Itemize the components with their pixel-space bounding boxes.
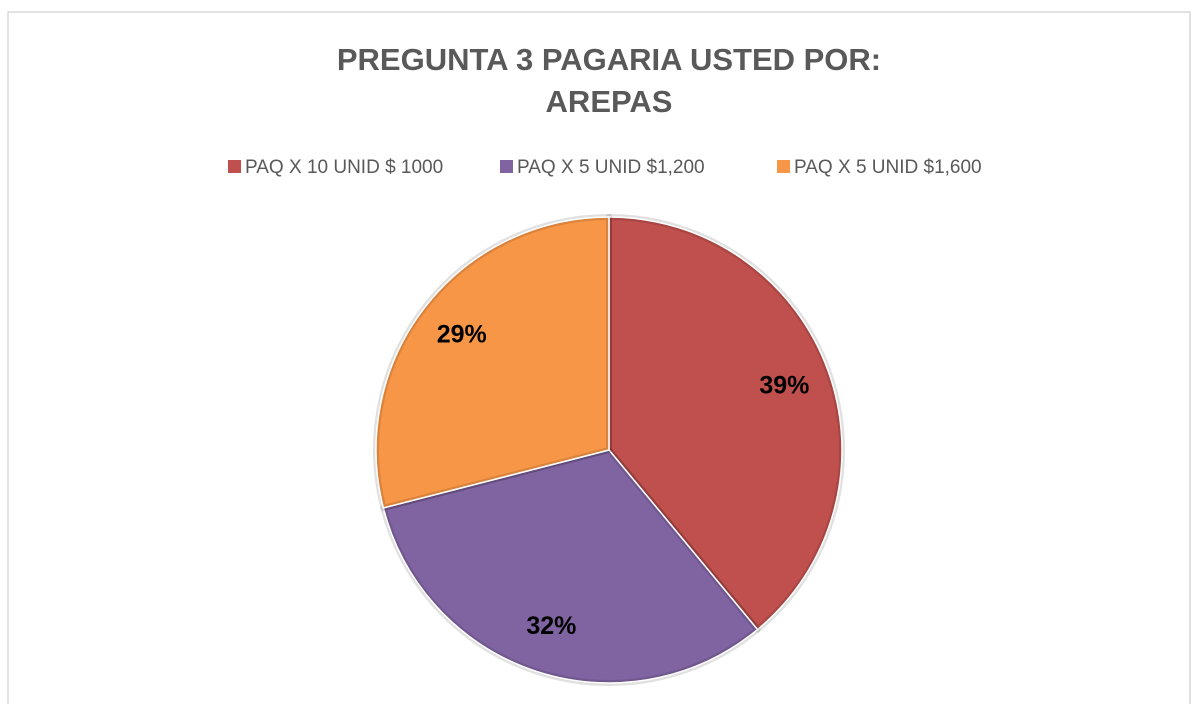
chart-title: AREPAS [546,84,673,119]
legend-swatch [777,160,790,173]
legend-label: PAQ X 10 UNID $ 1000 [245,157,443,178]
pie-slice-edge [375,216,610,509]
legend-label: PAQ X 5 UNID $1,200 [517,157,705,178]
legend-swatch [500,160,513,173]
pie-slice-edge [382,449,759,684]
data-label: 39% [759,371,809,399]
pie-slice-edge [608,216,843,631]
legend-swatch [228,160,241,173]
legend-label: PAQ X 5 UNID $1,600 [794,157,982,178]
chart-title: PREGUNTA 3 PAGARIA USTED POR: [337,42,881,77]
data-label: 29% [437,320,487,348]
data-label: 32% [526,612,576,640]
